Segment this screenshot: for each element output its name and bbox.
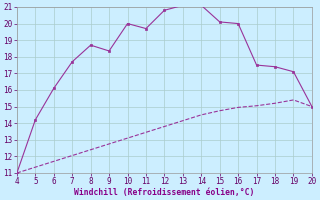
X-axis label: Windchill (Refroidissement éolien,°C): Windchill (Refroidissement éolien,°C)	[74, 188, 255, 197]
